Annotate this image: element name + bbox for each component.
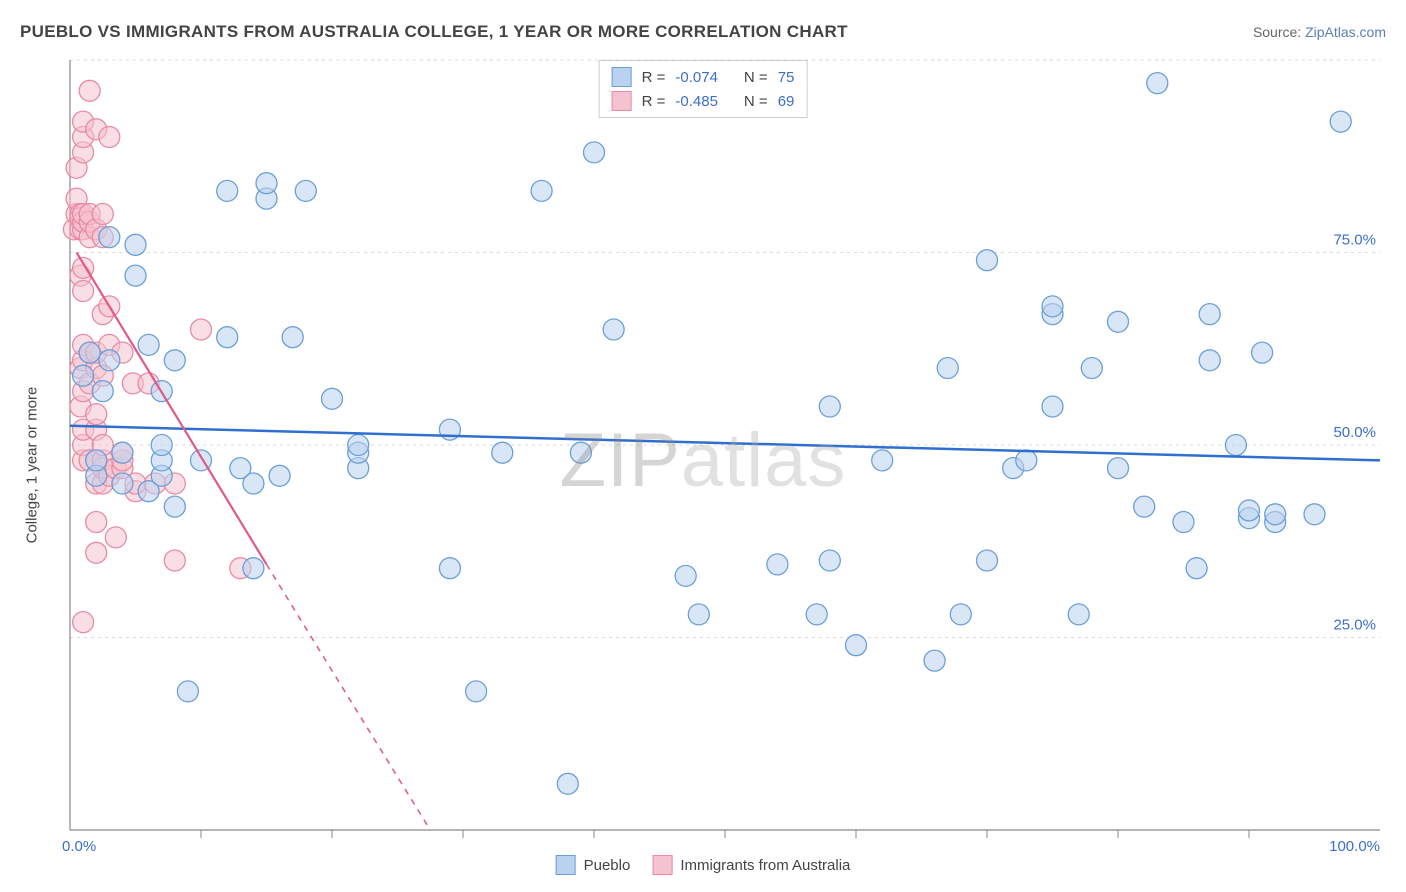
legend-item: Immigrants from Australia — [652, 855, 850, 875]
source-link[interactable]: ZipAtlas.com — [1305, 24, 1386, 40]
series-legend: Pueblo Immigrants from Australia — [556, 855, 851, 875]
correlation-legend: R = -0.074 N = 75 R = -0.485 N = 69 — [599, 60, 808, 118]
legend-swatch — [556, 855, 576, 875]
r-label: R = — [642, 69, 666, 86]
legend-label-pueblo: Pueblo — [584, 857, 631, 874]
x-axis-max-label: 100.0% — [1329, 838, 1380, 855]
source-attribution: Source: ZipAtlas.com — [1253, 24, 1386, 40]
svg-text:75.0%: 75.0% — [1333, 232, 1376, 249]
source-label: Source: — [1253, 24, 1305, 40]
svg-text:100.0%: 100.0% — [1325, 55, 1376, 56]
x-axis-min-label: 0.0% — [62, 838, 96, 855]
n-label: N = — [744, 69, 768, 86]
legend-swatch — [652, 855, 672, 875]
chart-title: PUEBLO VS IMMIGRANTS FROM AUSTRALIA COLL… — [20, 22, 848, 42]
chart-container: College, 1 year or more 25.0% 50.0% 75.0% 1… — [20, 55, 1386, 875]
legend-swatch-immigrants — [612, 91, 632, 111]
n-value-1: 69 — [778, 93, 795, 110]
legend-label-immigrants: Immigrants from Australia — [680, 857, 850, 874]
r-value-0: -0.074 — [675, 69, 718, 86]
svg-text:25.0%: 25.0% — [1333, 617, 1376, 634]
legend-row: R = -0.074 N = 75 — [612, 65, 795, 89]
y-axis-label: College, 1 year or more — [24, 387, 41, 544]
r-label: R = — [642, 93, 666, 110]
n-label: N = — [744, 93, 768, 110]
svg-text:50.0%: 50.0% — [1333, 424, 1376, 441]
scatter-chart: 25.0% 50.0% 75.0% 100.0% — [20, 55, 1386, 875]
legend-item: Pueblo — [556, 855, 631, 875]
n-value-0: 75 — [778, 69, 795, 86]
legend-swatch-pueblo — [612, 67, 632, 87]
r-value-1: -0.485 — [675, 93, 718, 110]
legend-row: R = -0.485 N = 69 — [612, 89, 795, 113]
